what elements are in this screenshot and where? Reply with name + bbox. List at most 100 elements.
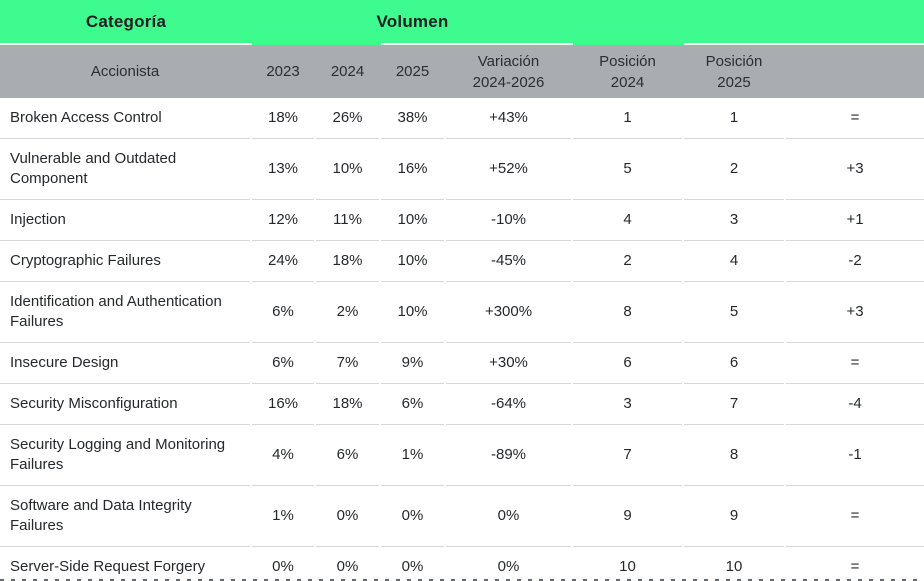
group-header-segment	[0, 0, 252, 45]
category-cell: Vulnerable and Outdated Component	[0, 139, 250, 200]
group-header-segment	[684, 0, 924, 45]
position-2025-cell: 9	[684, 486, 784, 547]
column-header-2024: 2024	[330, 63, 365, 80]
position-2025-cell: 5	[684, 282, 784, 343]
volume-group-label: Volumen	[376, 11, 449, 31]
column-header-posicion-2025: Posición 2025	[705, 52, 763, 91]
position-2024-cell: 7	[573, 425, 682, 486]
value-2023-cell: 12%	[252, 200, 314, 241]
value-2025-cell: 0%	[381, 547, 444, 581]
value-2024-cell: 11%	[316, 200, 379, 241]
column-header-change	[786, 45, 924, 98]
value-2025-cell: 1%	[381, 425, 444, 486]
value-2023-cell: 24%	[252, 241, 314, 282]
value-2023-cell: 6%	[252, 282, 314, 343]
value-2025-cell: 10%	[381, 282, 444, 343]
value-2024-cell: 2%	[316, 282, 379, 343]
value-2024-cell: 6%	[316, 425, 379, 486]
column-header-2025: 2025	[395, 63, 430, 80]
position-2025-cell: 8	[684, 425, 784, 486]
value-2025-cell: 16%	[381, 139, 444, 200]
value-2023-cell: 6%	[252, 343, 314, 384]
table-row: Server-Side Request Forgery 0% 0% 0% 0% …	[0, 547, 924, 581]
position-change-cell: =	[786, 343, 924, 384]
position-2025-cell: 1	[684, 98, 784, 139]
value-2025-cell: 10%	[381, 200, 444, 241]
table-row: Insecure Design 6% 7% 9% +30% 6 6 =	[0, 343, 924, 384]
group-header-segment	[252, 0, 381, 45]
value-2025-cell: 38%	[381, 98, 444, 139]
value-2023-cell: 13%	[252, 139, 314, 200]
table-row: Security Logging and Monitoring Failures…	[0, 425, 924, 486]
column-header-2023: 2023	[266, 63, 300, 80]
position-change-cell: +1	[786, 200, 924, 241]
variation-cell: 0%	[446, 486, 571, 547]
variation-cell: 0%	[446, 547, 571, 581]
category-cell: Cryptographic Failures	[0, 241, 250, 282]
position-2024-cell: 3	[573, 384, 682, 425]
value-2024-cell: 26%	[316, 98, 379, 139]
category-cell: Software and Data Integrity Failures	[0, 486, 250, 547]
position-2024-cell: 9	[573, 486, 682, 547]
position-change-cell: =	[786, 486, 924, 547]
column-header-variacion: Variación 2024-2026	[472, 52, 545, 91]
position-2025-cell: 7	[684, 384, 784, 425]
table-row: Broken Access Control 18% 26% 38% +43% 1…	[0, 98, 924, 139]
position-2025-cell: 4	[684, 241, 784, 282]
table-row: Software and Data Integrity Failures 1% …	[0, 486, 924, 547]
position-2024-cell: 1	[573, 98, 682, 139]
position-change-cell: -2	[786, 241, 924, 282]
position-change-cell: +3	[786, 282, 924, 343]
group-header-row: Categoría Volumen	[0, 0, 924, 45]
value-2025-cell: 0%	[381, 486, 444, 547]
column-header-row: Accionista 2023 2024 2025 Variación 2024…	[0, 45, 924, 98]
table-row: Vulnerable and Outdated Component 13% 10…	[0, 139, 924, 200]
position-2025-cell: 3	[684, 200, 784, 241]
group-header-segment	[573, 0, 684, 45]
table-body: Broken Access Control 18% 26% 38% +43% 1…	[0, 98, 924, 581]
position-change-cell: =	[786, 547, 924, 581]
value-2024-cell: 10%	[316, 139, 379, 200]
value-2023-cell: 16%	[252, 384, 314, 425]
position-2025-cell: 10	[684, 547, 784, 581]
table-row: Identification and Authentication Failur…	[0, 282, 924, 343]
variation-cell: +43%	[446, 98, 571, 139]
column-header-posicion-2024: Posición 2024	[599, 52, 656, 91]
variation-cell: -10%	[446, 200, 571, 241]
position-2024-cell: 4	[573, 200, 682, 241]
value-2025-cell: 6%	[381, 384, 444, 425]
value-2024-cell: 7%	[316, 343, 379, 384]
variation-cell: -64%	[446, 384, 571, 425]
category-cell: Injection	[0, 200, 250, 241]
value-2023-cell: 18%	[252, 98, 314, 139]
value-2024-cell: 18%	[316, 384, 379, 425]
value-2025-cell: 9%	[381, 343, 444, 384]
value-2023-cell: 0%	[252, 547, 314, 581]
table-row: Cryptographic Failures 24% 18% 10% -45% …	[0, 241, 924, 282]
position-2024-cell: 5	[573, 139, 682, 200]
position-change-cell: -4	[786, 384, 924, 425]
category-cell: Server-Side Request Forgery	[0, 547, 250, 581]
category-cell: Insecure Design	[0, 343, 250, 384]
position-change-cell: =	[786, 98, 924, 139]
position-change-cell: -1	[786, 425, 924, 486]
value-2025-cell: 10%	[381, 241, 444, 282]
value-2024-cell: 0%	[316, 547, 379, 581]
value-2023-cell: 4%	[252, 425, 314, 486]
table-row: Injection 12% 11% 10% -10% 4 3 +1	[0, 200, 924, 241]
position-2025-cell: 2	[684, 139, 784, 200]
category-group-label: Categoría	[85, 11, 167, 31]
variation-cell: +30%	[446, 343, 571, 384]
position-2024-cell: 10	[573, 547, 682, 581]
table-row: Security Misconfiguration 16% 18% 6% -64…	[0, 384, 924, 425]
variation-cell: +300%	[446, 282, 571, 343]
variation-cell: -89%	[446, 425, 571, 486]
position-2024-cell: 6	[573, 343, 682, 384]
position-change-cell: +3	[786, 139, 924, 200]
category-cell: Security Logging and Monitoring Failures	[0, 425, 250, 486]
position-2025-cell: 6	[684, 343, 784, 384]
variation-cell: -45%	[446, 241, 571, 282]
bottom-edge-line	[0, 579, 924, 581]
category-cell: Broken Access Control	[0, 98, 250, 139]
